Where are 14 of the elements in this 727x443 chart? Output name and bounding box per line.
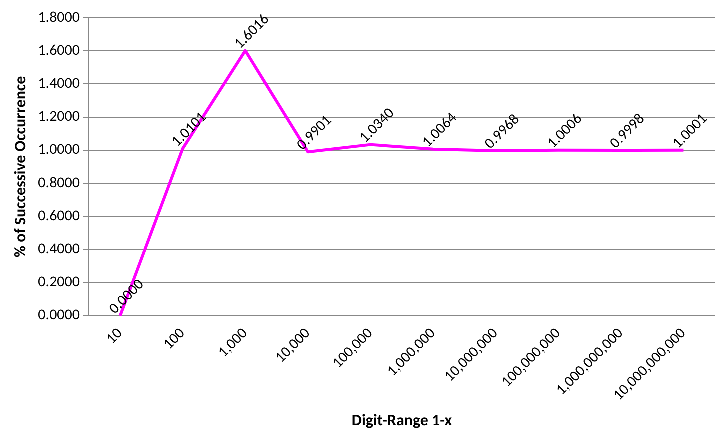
y-axis-title: % of Successive Occurrence: [12, 76, 31, 258]
y-tick-label: 0.0000: [38, 306, 80, 325]
y-tick-label: 1.4000: [38, 74, 80, 93]
y-tick-label: 1.8000: [38, 8, 80, 27]
y-tick-label: 1.6000: [38, 42, 80, 60]
y-tick-label: 1.0000: [38, 141, 80, 160]
y-tick-label: 0.4000: [38, 240, 80, 259]
y-tick-label: 1.2000: [38, 108, 80, 126]
x-tick-label: 100: [160, 324, 190, 354]
x-tick-label: 10: [102, 324, 127, 348]
y-tick-label: 0.8000: [38, 174, 80, 192]
y-tick-label: 0.2000: [38, 274, 80, 292]
x-axis-title: Digit-Range 1-x: [352, 411, 453, 430]
y-tick-label: 0.6000: [38, 207, 80, 226]
